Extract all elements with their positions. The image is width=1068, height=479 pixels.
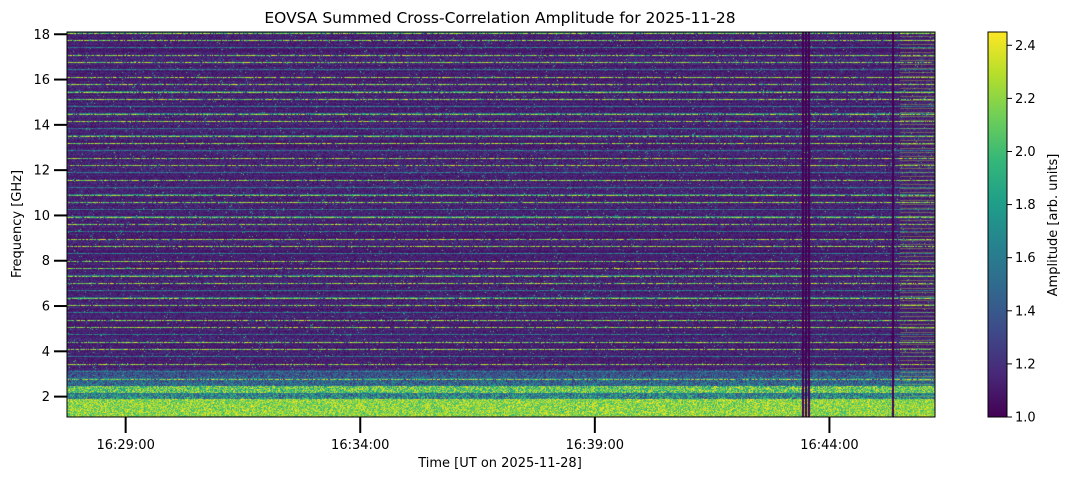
heatmap-image — [67, 32, 935, 417]
x-axis-title: Time [UT on 2025-11-28] — [417, 456, 582, 471]
x-tick-label: 16:44:00 — [800, 438, 858, 453]
y-tick-label: 8 — [42, 254, 50, 269]
y-tick-label: 2 — [42, 390, 50, 405]
y-tick-label: 6 — [42, 300, 50, 315]
y-tick-label: 18 — [33, 28, 50, 43]
x-tick-label: 16:34:00 — [331, 438, 389, 453]
colorbar-tick-label: 2.2 — [1015, 92, 1036, 107]
colorbar-tick-label: 1.2 — [1015, 357, 1036, 372]
colorbar-tick-label: 2.4 — [1015, 39, 1036, 54]
x-tick-label: 16:39:00 — [566, 438, 624, 453]
colorbar: 1.0 1.2 1.4 1.6 1.8 2.0 2.2 2.4 — [987, 31, 1036, 426]
colorbar-tick-label: 1.0 — [1015, 411, 1036, 426]
colorbar-tick-label: 2.0 — [1015, 145, 1036, 160]
x-tick-label: 16:29:00 — [96, 438, 154, 453]
colorbar-tick-label: 1.4 — [1015, 304, 1036, 319]
colorbar-tick-label: 1.6 — [1015, 251, 1036, 266]
chart-title: EOVSA Summed Cross-Correlation Amplitude… — [264, 9, 735, 27]
heatmap-plot-area — [66, 31, 936, 418]
y-tick-label: 4 — [42, 345, 50, 360]
colorbar-gradient — [987, 31, 1008, 418]
plot-frame — [66, 31, 936, 418]
y-axis: 2 4 6 8 10 12 14 16 18 — [33, 28, 67, 405]
y-axis-title: Frequency [GHz] — [10, 170, 25, 278]
colorbar-title: Amplitude [arb. units] — [1046, 154, 1061, 297]
x-axis: 16:29:00 16:34:00 16:39:00 16:44:00 — [96, 417, 859, 453]
y-tick-label: 14 — [33, 118, 50, 133]
y-tick-label: 10 — [33, 209, 50, 224]
colorbar-tick-label: 1.8 — [1015, 198, 1036, 213]
y-tick-label: 16 — [33, 73, 50, 88]
y-tick-label: 12 — [33, 164, 50, 179]
